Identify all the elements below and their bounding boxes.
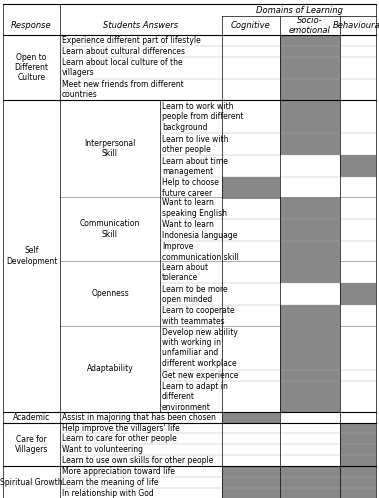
Text: Assist in majoring that has been chosen: Assist in majoring that has been chosen	[62, 412, 216, 421]
Text: Interpersonal
Skill: Interpersonal Skill	[84, 139, 136, 158]
Text: Students Answers: Students Answers	[103, 21, 179, 30]
Bar	[340, 433, 376, 444]
Text: Learn about cultural differences: Learn about cultural differences	[62, 47, 185, 56]
Text: Adaptability: Adaptability	[87, 364, 133, 373]
Bar	[280, 197, 340, 219]
Bar	[340, 467, 376, 478]
Bar	[280, 133, 340, 155]
Bar	[280, 380, 340, 413]
Bar	[280, 478, 340, 489]
Text: Learn to cooperate
with teammates: Learn to cooperate with teammates	[162, 306, 235, 326]
Text: Domains of Learning: Domains of Learning	[255, 5, 343, 14]
Text: Cognitive: Cognitive	[231, 21, 271, 30]
Bar	[222, 411, 280, 422]
Bar	[280, 261, 340, 283]
Text: Care for
Villagers: Care for Villagers	[15, 435, 48, 454]
Text: Academic: Academic	[13, 412, 50, 421]
Bar	[340, 422, 376, 433]
Bar	[280, 79, 340, 101]
Bar	[280, 370, 340, 380]
Text: Communication
Skill: Communication Skill	[80, 220, 140, 239]
Text: Spiritual Growth: Spiritual Growth	[0, 479, 63, 488]
Bar	[340, 283, 376, 305]
Bar	[340, 155, 376, 177]
Text: Want to volunteering: Want to volunteering	[62, 445, 143, 455]
Text: Learn to care for other people: Learn to care for other people	[62, 434, 177, 444]
Text: Experience different part of lifestyle: Experience different part of lifestyle	[62, 36, 201, 45]
Text: Open to
Different
Culture: Open to Different Culture	[14, 53, 49, 83]
Bar	[280, 305, 340, 327]
Bar	[280, 219, 340, 241]
Text: Improve
communication skill: Improve communication skill	[162, 242, 239, 261]
Bar	[280, 57, 340, 79]
Bar	[340, 444, 376, 456]
Bar	[280, 46, 340, 57]
Bar	[222, 177, 280, 199]
Text: Learn about local culture of the
villagers: Learn about local culture of the village…	[62, 58, 183, 77]
Bar	[340, 489, 376, 498]
Bar	[280, 326, 340, 370]
Text: Learn about time
management: Learn about time management	[162, 156, 228, 176]
Bar	[280, 35, 340, 46]
Text: Learn about
tolerance: Learn about tolerance	[162, 262, 208, 282]
Text: Want to learn
Indonesia language: Want to learn Indonesia language	[162, 220, 237, 240]
Text: Help improve the villagers' life: Help improve the villagers' life	[62, 423, 180, 433]
Text: Learn to use own skills for other people: Learn to use own skills for other people	[62, 456, 213, 466]
Bar	[280, 101, 340, 133]
Text: Develop new ability
with working in
unfamiliar and
different workplace: Develop new ability with working in unfa…	[162, 328, 238, 368]
Text: Self
Development: Self Development	[6, 247, 57, 266]
Bar	[222, 467, 280, 478]
Text: Behavioural: Behavioural	[333, 21, 379, 30]
Text: Socio-
emotional: Socio- emotional	[289, 16, 331, 35]
Text: Get new experience: Get new experience	[162, 371, 238, 379]
Text: Learn to adapt in
different
environment: Learn to adapt in different environment	[162, 382, 228, 412]
Bar	[222, 489, 280, 498]
Text: Help to choose
future career: Help to choose future career	[162, 178, 219, 198]
Bar	[280, 467, 340, 478]
Bar	[340, 478, 376, 489]
Text: Learn to be more
open minded: Learn to be more open minded	[162, 284, 228, 304]
Bar	[340, 456, 376, 467]
Text: Meet new friends from different
countries: Meet new friends from different countrie…	[62, 80, 184, 99]
Bar	[280, 241, 340, 263]
Text: Learn to live with
other people: Learn to live with other people	[162, 134, 229, 154]
Text: Learn the meaning of life: Learn the meaning of life	[62, 479, 158, 488]
Bar	[222, 478, 280, 489]
Text: More appreciation toward life: More appreciation toward life	[62, 467, 175, 477]
Text: In relationship with God: In relationship with God	[62, 490, 154, 498]
Text: Learn to work with
people from different
background: Learn to work with people from different…	[162, 102, 243, 132]
Text: Want to learn
speaking English: Want to learn speaking English	[162, 198, 227, 218]
Text: Openness: Openness	[91, 289, 129, 298]
Text: Response: Response	[11, 21, 52, 30]
Bar	[280, 489, 340, 498]
